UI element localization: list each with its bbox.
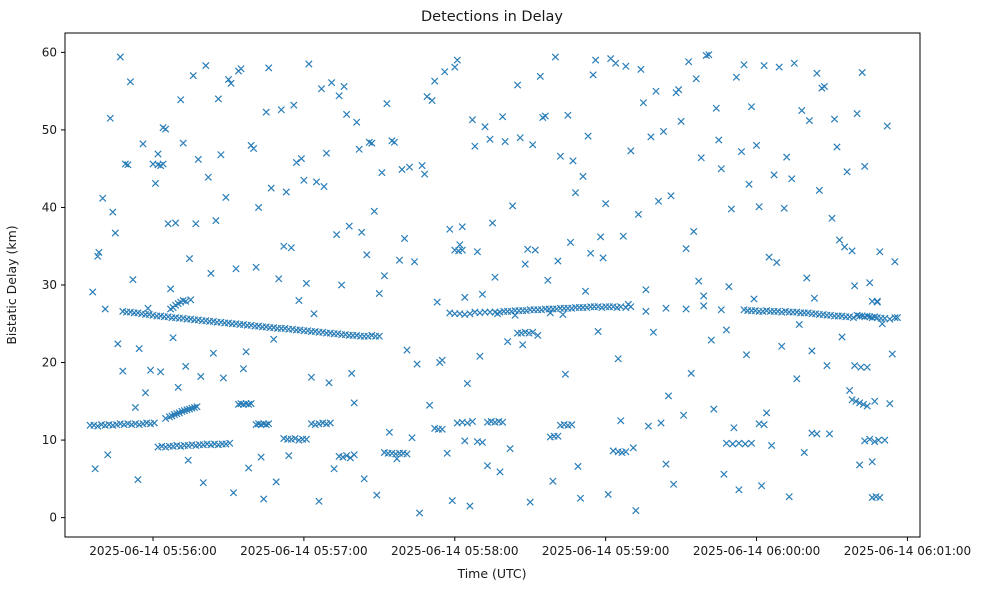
x-tick-label: 2025-06-14 05:57:00 xyxy=(240,544,367,558)
y-tick-label: 0 xyxy=(49,511,57,525)
y-axis-ticks: 0 10 20 30 40 50 60 xyxy=(42,45,65,525)
x-axis-ticks: 2025-06-14 05:56:00 2025-06-14 05:57:00 20… xyxy=(89,537,971,558)
series-trail-band-0558-0559 xyxy=(446,303,635,337)
y-axis-label: Bistatic Delay (km) xyxy=(4,225,19,344)
x-tick-label: 2025-06-14 06:00:00 xyxy=(693,544,820,558)
x-tick-label: 2025-06-14 05:56:00 xyxy=(89,544,216,558)
y-tick-label: 20 xyxy=(42,356,57,370)
y-tick-label: 40 xyxy=(42,200,57,214)
y-tick-label: 10 xyxy=(42,433,57,447)
x-axis-label: Time (UTC) xyxy=(456,566,526,581)
chart-title: Detections in Delay xyxy=(421,9,563,25)
series-trail-band-0600 xyxy=(642,297,899,323)
x-tick-label: 2025-06-14 05:58:00 xyxy=(391,544,518,558)
series-low-clusters xyxy=(86,160,884,502)
y-tick-label: 50 xyxy=(42,123,57,137)
x-tick-label: 2025-06-14 05:59:00 xyxy=(542,544,669,558)
data-points xyxy=(86,51,902,517)
x-tick-label: 2025-06-14 06:01:00 xyxy=(844,544,971,558)
series-trail-descending xyxy=(119,296,383,340)
y-tick-label: 60 xyxy=(42,45,57,59)
plot-frame xyxy=(64,32,921,538)
y-tick-label: 30 xyxy=(42,278,57,292)
